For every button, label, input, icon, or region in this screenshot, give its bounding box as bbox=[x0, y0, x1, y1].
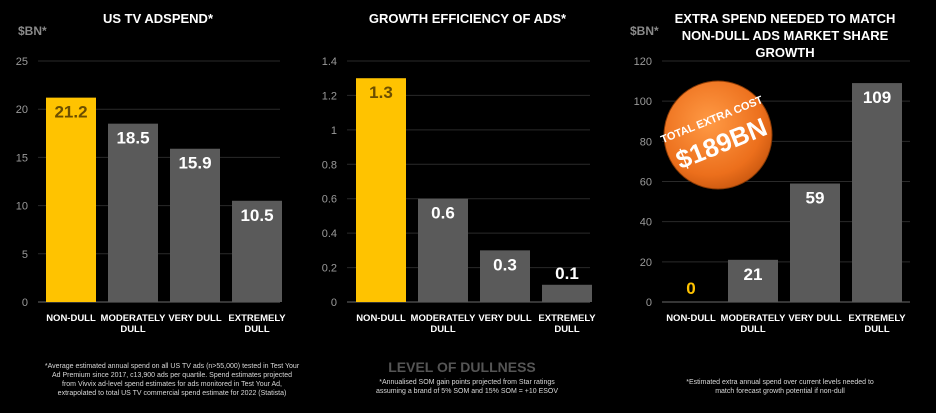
data-label: 59 bbox=[806, 189, 825, 208]
data-label: 1.3 bbox=[369, 83, 393, 102]
category-label: EXTREMELY bbox=[848, 313, 906, 324]
y-axis-unit: $BN* bbox=[18, 24, 47, 38]
category-label: NON-DULL bbox=[356, 313, 406, 324]
chart-title: US TV ADSPEND* bbox=[103, 11, 214, 26]
category-label: DULL bbox=[244, 324, 270, 335]
y-tick-label: 120 bbox=[634, 56, 652, 68]
footnote: *Estimated extra annual spend over curre… bbox=[686, 379, 874, 386]
category-label: DULL bbox=[120, 324, 146, 335]
data-label: 10.5 bbox=[240, 206, 273, 225]
data-label: 21.2 bbox=[54, 103, 87, 122]
y-tick-label: 10 bbox=[16, 201, 28, 213]
category-label: EXTREMELY bbox=[538, 313, 596, 324]
bar bbox=[790, 183, 840, 302]
y-axis-unit: $BN* bbox=[630, 24, 659, 38]
bar bbox=[46, 97, 96, 302]
data-label: 0 bbox=[686, 279, 695, 298]
y-tick-label: 20 bbox=[16, 104, 28, 116]
footnote: assuming a brand of 5% SOM and 15% SOM =… bbox=[376, 388, 558, 395]
bar bbox=[170, 148, 220, 302]
data-label: 0.3 bbox=[493, 255, 517, 274]
bar bbox=[542, 284, 592, 302]
y-tick-label: 100 bbox=[634, 96, 652, 108]
data-label: 21 bbox=[744, 265, 763, 284]
category-label: MODERATELY bbox=[101, 313, 167, 324]
footnote: match forecast growth potential if non-d… bbox=[715, 388, 845, 395]
bar bbox=[480, 250, 530, 302]
y-tick-label: 20 bbox=[640, 257, 652, 269]
category-label: NON-DULL bbox=[666, 313, 716, 324]
y-tick-label: 1 bbox=[331, 125, 337, 137]
y-tick-label: 60 bbox=[640, 177, 652, 189]
category-label: DULL bbox=[864, 324, 890, 335]
chart-title: GROWTH EFFICIENCY OF ADS* bbox=[369, 11, 567, 26]
y-tick-label: 0.8 bbox=[322, 159, 337, 171]
data-label: 15.9 bbox=[178, 154, 211, 173]
data-label: 18.5 bbox=[116, 129, 149, 148]
y-tick-label: 0 bbox=[646, 297, 652, 309]
category-label: NON-DULL bbox=[46, 313, 96, 324]
category-label: EXTREMELY bbox=[228, 313, 286, 324]
badge-circle bbox=[663, 80, 773, 190]
y-tick-label: 1.4 bbox=[322, 56, 337, 68]
bar bbox=[418, 198, 468, 302]
data-label: 0.1 bbox=[555, 264, 579, 283]
y-tick-label: 0.2 bbox=[322, 263, 337, 275]
data-label: 0.6 bbox=[431, 204, 455, 223]
category-label: MODERATELY bbox=[411, 313, 477, 324]
bar bbox=[232, 200, 282, 302]
chart-us-tv-adspend: US TV ADSPEND* $BN* 0 5 10 15 20 25 21.2 NON-DULL… bbox=[16, 11, 300, 397]
footnote: from Vivvix ad-level spend estimates for… bbox=[62, 381, 282, 388]
y-tick-label: 0.4 bbox=[322, 228, 337, 240]
bar bbox=[852, 83, 902, 302]
category-label: VERY DULL bbox=[168, 313, 222, 324]
chart-title: EXTRA SPEND NEEDED TO MATCH bbox=[675, 11, 896, 26]
y-tick-label: 0 bbox=[331, 297, 337, 309]
total-extra-cost-badge: TOTAL EXTRA COST $189BN bbox=[659, 80, 773, 190]
y-tick-label: 40 bbox=[640, 217, 652, 229]
bar bbox=[356, 78, 406, 302]
category-label: VERY DULL bbox=[788, 313, 842, 324]
category-label: MODERATELY bbox=[721, 313, 787, 324]
data-label: 109 bbox=[863, 88, 891, 107]
bar bbox=[728, 259, 778, 302]
category-label: VERY DULL bbox=[478, 313, 532, 324]
chart-growth-efficiency: GROWTH EFFICIENCY OF ADS* 0 0.2 0.4 0.6 0.8 1 1… bbox=[322, 11, 597, 395]
footnote: Ad Premium since 2017, c13,900 ads per q… bbox=[52, 372, 292, 379]
y-tick-label: 0 bbox=[22, 297, 28, 309]
y-tick-label: 25 bbox=[16, 56, 28, 68]
y-tick-label: 5 bbox=[22, 249, 28, 261]
footnote: *Average estimated annual spend on all U… bbox=[45, 363, 300, 370]
y-tick-label: 15 bbox=[16, 152, 28, 164]
y-tick-label: 1.2 bbox=[322, 90, 337, 102]
chart-extra-spend: EXTRA SPEND NEEDED TO MATCH NON-DULL ADS … bbox=[630, 11, 910, 395]
footnote: *Annualised SOM gain points projected fr… bbox=[379, 379, 555, 386]
x-axis-title: LEVEL OF DULLNESS bbox=[388, 359, 536, 375]
category-label: DULL bbox=[554, 324, 580, 335]
chart-title: NON-DULL ADS MARKET SHARE bbox=[682, 28, 889, 43]
bar bbox=[108, 123, 158, 302]
category-label: DULL bbox=[430, 324, 456, 335]
y-tick-label: 80 bbox=[640, 136, 652, 148]
footnote: extrapolated to total US TV commercial s… bbox=[58, 390, 287, 397]
category-label: DULL bbox=[740, 324, 766, 335]
y-tick-label: 0.6 bbox=[322, 194, 337, 206]
chart-title: GROWTH bbox=[755, 45, 814, 60]
